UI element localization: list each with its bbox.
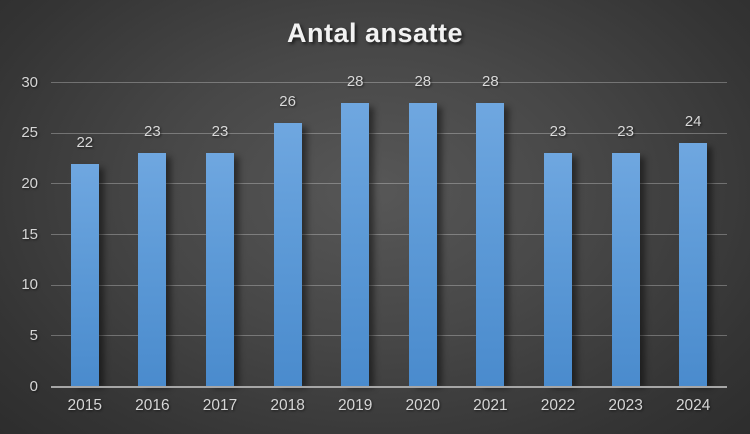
y-tick-label: 0 bbox=[29, 377, 38, 395]
gridline bbox=[51, 132, 727, 134]
x-tick-label: 2024 bbox=[675, 397, 711, 414]
bar-2017 bbox=[206, 153, 234, 387]
bar-2016 bbox=[138, 153, 167, 387]
bar-2019 bbox=[341, 102, 370, 387]
y-tick-label: 25 bbox=[21, 124, 38, 142]
y-tick-label: 10 bbox=[21, 276, 38, 294]
x-tick-label: 2015 bbox=[67, 397, 103, 414]
x-tick-label: 2017 bbox=[202, 397, 238, 414]
x-tick-label: 2016 bbox=[135, 397, 170, 414]
bar-value-label: 28 bbox=[414, 72, 432, 90]
bar-2022 bbox=[544, 153, 572, 387]
bar-value-label: 23 bbox=[211, 123, 229, 141]
bar-value-label: 22 bbox=[76, 133, 94, 151]
bar-value-label: 28 bbox=[482, 72, 499, 90]
y-tick-label: 5 bbox=[29, 326, 38, 344]
x-axis-line bbox=[51, 385, 727, 388]
x-tick-label: 2022 bbox=[540, 397, 576, 414]
bar-value-label: 26 bbox=[279, 93, 296, 111]
x-tick-label: 2019 bbox=[337, 397, 373, 414]
bar-value-label: 23 bbox=[144, 123, 161, 141]
bar-2015 bbox=[70, 163, 99, 387]
chart-title: Antal ansatte bbox=[286, 18, 464, 48]
bar-2024 bbox=[679, 143, 708, 387]
x-tick-label: 2021 bbox=[473, 397, 508, 414]
bar-2021 bbox=[476, 102, 505, 387]
y-tick-label: 20 bbox=[21, 174, 38, 192]
x-tick-label: 2023 bbox=[608, 397, 643, 414]
bar-2023 bbox=[611, 153, 640, 387]
gridline bbox=[51, 82, 727, 83]
x-tick-label: 2020 bbox=[405, 397, 441, 414]
y-tick-label: 30 bbox=[21, 73, 38, 91]
gridline bbox=[51, 335, 727, 337]
gridline bbox=[51, 284, 727, 286]
x-tick-label: 2018 bbox=[270, 397, 305, 414]
bar-value-label: 24 bbox=[684, 113, 702, 131]
bar-2020 bbox=[408, 102, 437, 387]
gridline bbox=[51, 183, 727, 185]
bar-2018 bbox=[273, 123, 302, 387]
y-tick-label: 15 bbox=[21, 225, 38, 243]
bar-value-label: 23 bbox=[617, 123, 634, 141]
gridline bbox=[51, 234, 727, 235]
bar-value-label: 28 bbox=[346, 72, 364, 90]
bar-value-label: 23 bbox=[549, 123, 567, 141]
